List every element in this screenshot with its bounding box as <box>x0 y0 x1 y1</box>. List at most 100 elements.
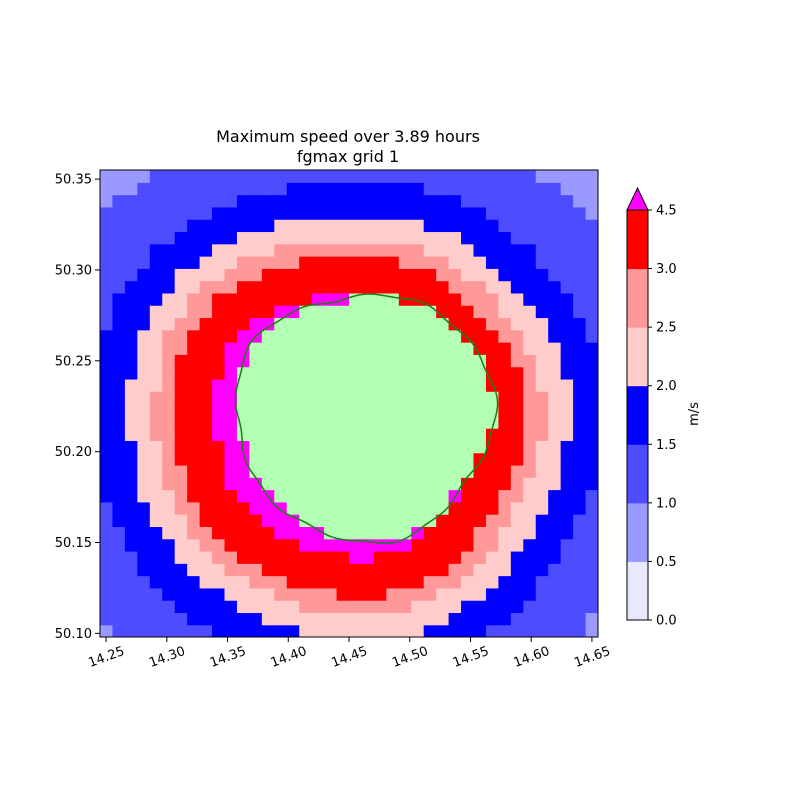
heatmap-cell <box>535 428 549 441</box>
heatmap-cell <box>548 391 562 405</box>
heatmap-cell <box>311 354 325 368</box>
heatmap-cell <box>436 563 450 577</box>
heatmap-cell <box>112 538 126 552</box>
heatmap-cell <box>411 317 425 331</box>
heatmap-cell <box>535 194 549 208</box>
heatmap-cell <box>162 477 176 491</box>
heatmap-cell <box>448 452 462 466</box>
heatmap-cell <box>212 477 226 491</box>
heatmap-cell <box>573 612 587 626</box>
heatmap-cell <box>311 587 325 601</box>
heatmap-cell <box>212 219 226 233</box>
heatmap-cell <box>112 624 126 637</box>
heatmap-cell <box>324 464 338 478</box>
heatmap-cell <box>373 280 387 294</box>
heatmap-cell <box>137 489 151 503</box>
heatmap-cell <box>523 268 537 282</box>
heatmap-cell <box>535 317 549 331</box>
heatmap-cell <box>336 305 350 319</box>
heatmap-cell <box>448 243 462 257</box>
heatmap-cell <box>411 526 425 540</box>
heatmap-cell <box>349 415 363 429</box>
heatmap-cell <box>373 624 387 637</box>
heatmap-cell <box>398 231 412 245</box>
heatmap-cell <box>137 231 151 245</box>
heatmap-cell <box>249 256 263 269</box>
heatmap-cell <box>311 366 325 380</box>
heatmap-cell <box>423 428 437 441</box>
heatmap-cell <box>336 403 350 417</box>
heatmap-cell <box>398 428 412 441</box>
heatmap-cell <box>224 587 238 601</box>
heatmap-cell <box>349 329 363 343</box>
heatmap-cell <box>398 550 412 564</box>
heatmap-cell <box>573 600 587 614</box>
colorbar-block <box>627 385 648 445</box>
heatmap-cell <box>411 182 425 196</box>
heatmap-cell <box>485 194 499 208</box>
colorbar-block <box>627 327 648 387</box>
heatmap-cell <box>535 477 549 491</box>
heatmap-cell <box>398 587 412 601</box>
heatmap-cell <box>324 452 338 466</box>
heatmap-cell <box>423 182 437 196</box>
heatmap-cell <box>349 550 363 564</box>
heatmap-cell <box>573 305 587 319</box>
heatmap-cell <box>274 219 288 233</box>
heatmap-cell <box>299 378 313 392</box>
x-tick-label: 14.40 <box>269 644 309 671</box>
heatmap-cell <box>336 624 350 637</box>
heatmap-cell <box>286 526 300 540</box>
heatmap-cell <box>585 391 598 405</box>
heatmap-cell <box>398 612 412 626</box>
heatmap-cell <box>573 624 587 637</box>
heatmap-cell <box>485 206 499 220</box>
heatmap-cell <box>560 317 574 331</box>
heatmap-cell <box>149 329 163 343</box>
heatmap-cell <box>162 194 176 208</box>
heatmap-cell <box>224 194 238 208</box>
heatmap-cell <box>236 268 250 282</box>
heatmap-cell <box>573 292 587 306</box>
heatmap-cell <box>249 194 263 208</box>
heatmap-cell <box>199 489 213 503</box>
heatmap-cell <box>349 440 363 454</box>
heatmap-cell <box>336 206 350 220</box>
heatmap-cell <box>535 366 549 380</box>
heatmap-cell <box>423 378 437 392</box>
heatmap-cell <box>149 526 163 540</box>
heatmap-cell <box>498 366 512 380</box>
heatmap-cell <box>448 194 462 208</box>
heatmap-cell <box>411 342 425 355</box>
heatmap-cell <box>137 317 151 331</box>
heatmap-cell <box>199 292 213 306</box>
heatmap-cell <box>461 170 475 183</box>
heatmap-cell <box>361 489 375 503</box>
heatmap-cell <box>398 563 412 577</box>
heatmap-cell <box>373 501 387 515</box>
heatmap-cell <box>473 563 487 577</box>
heatmap-cell <box>560 538 574 552</box>
heatmap-cell <box>112 391 126 405</box>
heatmap-cell <box>386 305 400 319</box>
heatmap-cell <box>224 366 238 380</box>
heatmap-cell <box>461 329 475 343</box>
heatmap-cell <box>212 280 226 294</box>
heatmap-cell <box>249 526 263 540</box>
heatmap-cell <box>336 538 350 552</box>
heatmap-cell <box>137 538 151 552</box>
heatmap-cell <box>124 182 138 196</box>
heatmap-cell <box>448 292 462 306</box>
heatmap-cell <box>373 182 387 196</box>
heatmap-cell <box>461 182 475 196</box>
heatmap-cell <box>510 477 524 491</box>
heatmap-cell <box>261 428 275 441</box>
colorbar: 0.00.51.01.52.02.53.04.5 <box>626 186 677 629</box>
heatmap-cell <box>398 415 412 429</box>
heatmap-cell <box>249 489 263 503</box>
heatmap-cell <box>510 415 524 429</box>
heatmap-cell <box>523 182 537 196</box>
heatmap-cell <box>174 280 188 294</box>
heatmap-cell <box>535 292 549 306</box>
heatmap-cell <box>498 305 512 319</box>
